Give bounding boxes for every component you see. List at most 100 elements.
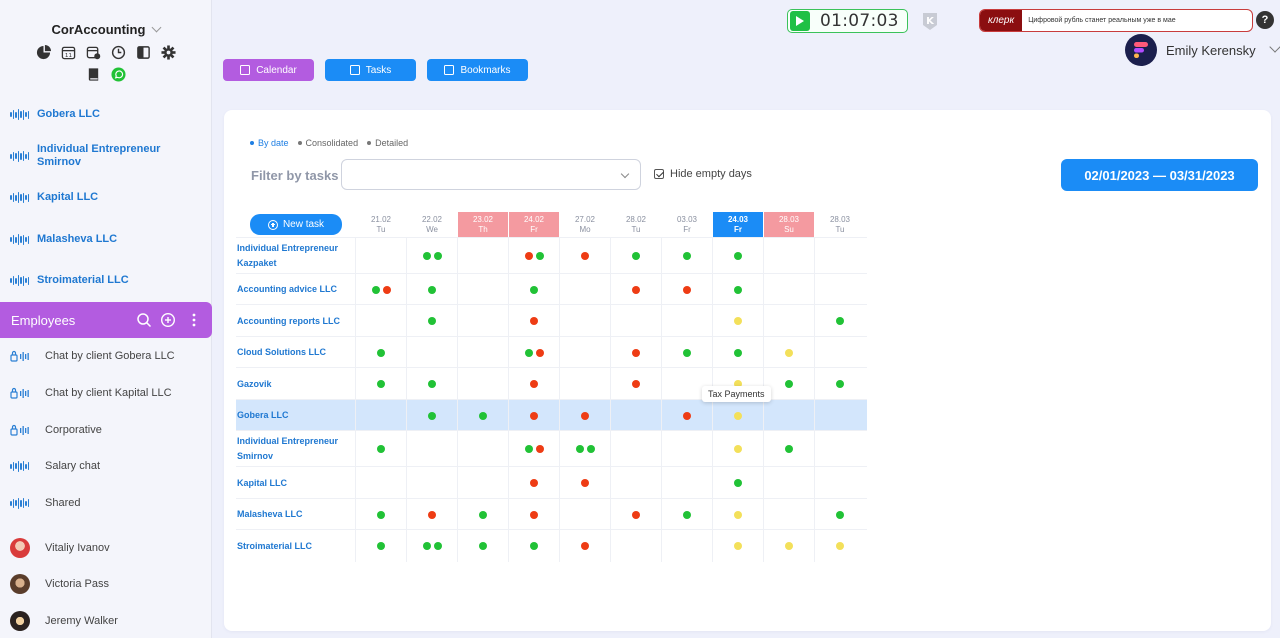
date-column-header[interactable]: 24.03 Fr <box>713 212 763 237</box>
row-client-label[interactable]: Gazovik <box>237 378 272 389</box>
table-row[interactable]: Cloud Solutions LLC <box>236 336 867 368</box>
add-icon[interactable] <box>160 312 176 328</box>
task-cell[interactable] <box>661 274 712 305</box>
sidebar-client-item[interactable]: Kapital LLC <box>10 191 177 204</box>
task-cell[interactable] <box>814 305 865 337</box>
task-status-dot[interactable] <box>428 510 436 519</box>
layout-icon[interactable] <box>136 45 151 60</box>
task-cell[interactable] <box>763 238 814 274</box>
task-status-dot[interactable] <box>683 285 691 294</box>
task-status-dot[interactable] <box>530 411 538 420</box>
task-cell[interactable] <box>712 400 763 431</box>
task-cell[interactable] <box>661 305 712 337</box>
task-cell[interactable] <box>406 238 457 274</box>
task-cell[interactable] <box>610 305 661 337</box>
bookmarks-button[interactable]: Bookmarks <box>427 59 528 81</box>
sidebar-client-item[interactable]: Stroimaterial LLC <box>10 274 177 287</box>
task-cell[interactable] <box>661 431 712 467</box>
help-button[interactable]: ? <box>1256 11 1274 29</box>
date-column-header[interactable]: 22.02 We <box>407 212 457 237</box>
task-cell[interactable] <box>712 274 763 305</box>
task-cell[interactable] <box>610 274 661 305</box>
calendar-settings-icon[interactable] <box>86 45 101 60</box>
task-cell[interactable] <box>814 400 865 431</box>
task-cell[interactable] <box>763 337 814 368</box>
table-row[interactable]: Individual Entrepreneur Kazpaket <box>236 237 867 274</box>
task-cell[interactable] <box>406 400 457 431</box>
date-column-header[interactable]: 03.03 Fr <box>662 212 712 237</box>
task-status-dot[interactable] <box>734 380 742 388</box>
task-cell[interactable] <box>559 530 610 562</box>
task-cell[interactable] <box>763 305 814 337</box>
task-status-dot[interactable] <box>575 445 584 453</box>
new-task-button[interactable]: New task <box>250 214 342 235</box>
row-client-label[interactable]: Malasheva LLC <box>237 509 303 519</box>
task-cell[interactable] <box>406 368 457 400</box>
task-status-dot[interactable] <box>377 348 385 357</box>
task-cell[interactable] <box>610 467 661 499</box>
task-cell[interactable] <box>763 499 814 530</box>
task-cell[interactable] <box>508 467 559 499</box>
task-cell[interactable] <box>508 499 559 530</box>
task-cell[interactable] <box>457 431 508 467</box>
task-cell[interactable] <box>508 305 559 337</box>
task-cell[interactable] <box>355 274 406 305</box>
task-status-dot[interactable] <box>734 510 742 519</box>
sidebar-person-item[interactable]: Vitaliy Ivanov <box>10 538 110 558</box>
task-cell[interactable] <box>508 274 559 305</box>
task-status-dot[interactable] <box>479 411 487 420</box>
task-cell[interactable] <box>559 238 610 274</box>
task-cell[interactable] <box>712 467 763 499</box>
row-client-label[interactable]: Accounting advice LLC <box>237 284 338 294</box>
task-cell[interactable] <box>763 467 814 499</box>
task-status-dot[interactable] <box>632 285 640 294</box>
clock-icon[interactable] <box>111 45 126 60</box>
table-row[interactable]: Gobera LLC <box>236 399 867 431</box>
task-status-dot[interactable] <box>836 542 844 550</box>
task-cell[interactable] <box>610 499 661 530</box>
task-cell[interactable] <box>508 400 559 431</box>
user-menu[interactable]: Emily Kerensky <box>1125 34 1280 66</box>
task-status-dot[interactable] <box>785 380 793 388</box>
sidebar-client-item[interactable]: Individual Entrepreneur Smirnov <box>10 143 177 169</box>
task-cell[interactable] <box>814 238 865 274</box>
search-icon[interactable] <box>136 312 152 328</box>
task-status-dot[interactable] <box>479 510 487 519</box>
task-cell[interactable] <box>559 400 610 431</box>
mode-detailed[interactable]: Detailed <box>367 138 408 148</box>
task-cell[interactable] <box>661 530 712 562</box>
gear-icon[interactable] <box>161 45 176 60</box>
task-cell[interactable] <box>661 238 712 274</box>
table-row[interactable]: Individual Entrepreneur Smirnov <box>236 430 867 467</box>
task-cell[interactable] <box>457 238 508 274</box>
task-status-dot[interactable] <box>683 510 691 519</box>
task-cell[interactable] <box>457 337 508 368</box>
task-cell[interactable] <box>763 431 814 467</box>
date-column-header[interactable]: 24.02 Fr <box>509 212 559 237</box>
task-status-dot[interactable] <box>785 348 793 357</box>
task-cell[interactable] <box>763 368 814 400</box>
task-cell[interactable] <box>508 530 559 562</box>
task-cell[interactable] <box>559 431 610 467</box>
sidebar-person-item[interactable]: Jeremy Walker <box>10 611 118 631</box>
task-cell[interactable] <box>457 368 508 400</box>
task-status-dot[interactable] <box>371 285 380 294</box>
date-column-header[interactable]: 21.02 Tu <box>356 212 406 237</box>
task-cell[interactable] <box>814 467 865 499</box>
task-cell[interactable] <box>814 530 865 562</box>
row-client-label[interactable]: Stroimaterial LLC <box>237 540 313 551</box>
time-tracker[interactable]: 01:07:03 <box>787 9 908 33</box>
task-cell[interactable] <box>661 368 712 400</box>
task-status-dot[interactable] <box>632 348 640 357</box>
task-status-dot[interactable] <box>734 348 742 357</box>
task-cell[interactable] <box>559 467 610 499</box>
task-cell[interactable] <box>355 238 406 274</box>
row-client-label[interactable]: Accounting reports LLC <box>237 315 340 326</box>
task-status-dot[interactable] <box>377 542 385 550</box>
row-client-label[interactable]: Cloud Solutions LLC <box>237 347 326 357</box>
task-cell[interactable] <box>457 274 508 305</box>
calendar-icon[interactable]: 11 <box>61 45 76 60</box>
date-column-header[interactable]: 28.03 Su <box>764 212 814 237</box>
task-cell[interactable] <box>712 499 763 530</box>
task-cell[interactable] <box>763 274 814 305</box>
